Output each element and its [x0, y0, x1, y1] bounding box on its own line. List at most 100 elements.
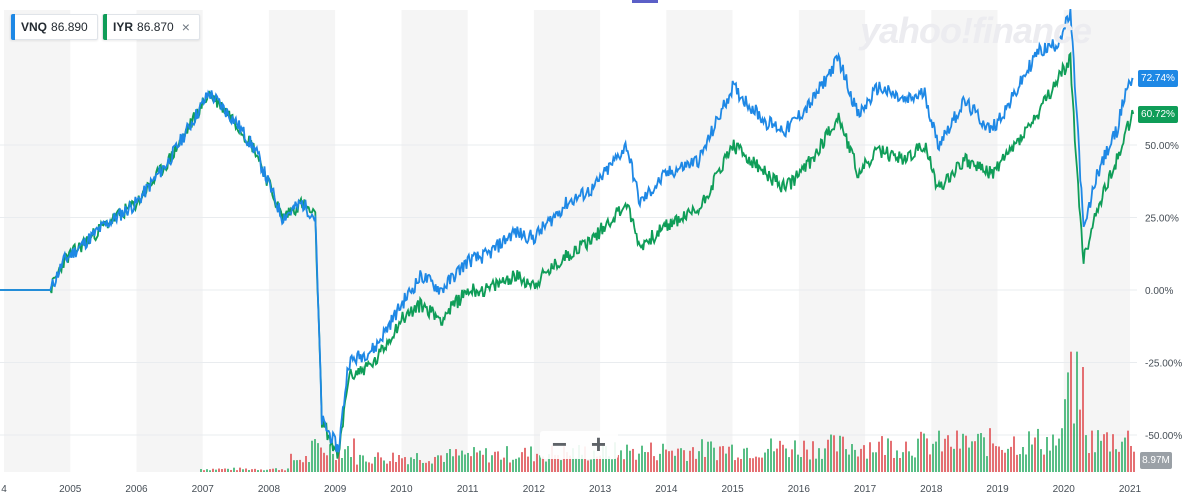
x-tick-label: 2020 — [1053, 484, 1076, 495]
volume-bar — [968, 447, 970, 472]
volume-bar — [500, 459, 502, 472]
volume-bar — [719, 446, 721, 472]
volume-bar — [623, 459, 625, 472]
volume-bar — [860, 448, 862, 472]
volume-bar — [494, 451, 496, 472]
volume-bar — [1109, 451, 1111, 472]
yahoo-finance-watermark: yahoo!finance — [860, 10, 1092, 51]
volume-bar — [284, 470, 286, 472]
x-tick-label: 2008 — [258, 484, 281, 495]
volume-bar — [335, 460, 337, 472]
range-marker — [632, 0, 658, 3]
volume-bar — [1037, 428, 1039, 472]
iyr-swatch — [103, 14, 107, 40]
volume-bar — [1028, 431, 1030, 472]
volume-bar — [383, 460, 385, 472]
volume-bar — [248, 469, 250, 472]
volume-bar — [1067, 372, 1069, 472]
legend-vnq-value: 86.890 — [51, 20, 88, 34]
volume-bar — [332, 453, 334, 472]
volume-bar — [200, 469, 202, 472]
volume-bar — [545, 461, 547, 472]
volume-bar — [407, 464, 409, 472]
volume-bar — [827, 439, 829, 472]
volume-bar — [230, 469, 232, 472]
volume-bar — [647, 452, 649, 472]
legend-vnq[interactable]: VNQ 86.890 — [10, 14, 98, 40]
volume-bar — [530, 446, 532, 472]
x-tick-label: 2012 — [523, 484, 546, 495]
remove-iyr-close-icon[interactable]: × — [181, 19, 190, 35]
volume-bar — [1061, 428, 1063, 472]
volume-bar — [233, 467, 235, 472]
volume-bar — [434, 456, 436, 472]
volume-bar — [428, 461, 430, 472]
volume-bar — [788, 457, 790, 472]
volume-bar — [470, 456, 472, 472]
volume-bar — [680, 448, 682, 472]
volume-bar — [1010, 446, 1012, 472]
volume-bar — [254, 468, 256, 472]
zoom-out-button[interactable]: − — [551, 429, 568, 459]
volume-bar — [212, 468, 214, 472]
volume-bar — [272, 468, 274, 472]
volume-bar — [584, 446, 586, 472]
volume-bar — [1076, 351, 1078, 472]
y-tick-label: 0.00% — [1145, 286, 1173, 297]
volume-bar — [380, 457, 382, 472]
volume-bar — [818, 448, 820, 472]
volume-bar — [905, 441, 907, 472]
volume-last-tag: 8.97M — [1140, 452, 1172, 469]
volume-bar — [329, 444, 331, 472]
y-tick-label: -25.00% — [1145, 359, 1182, 370]
volume-bar — [923, 433, 925, 472]
volume-bar — [944, 438, 946, 472]
volume-bar — [464, 454, 466, 472]
volume-bar — [314, 439, 316, 472]
volume-bar — [989, 428, 991, 472]
year-band — [136, 10, 203, 472]
volume-bar — [317, 443, 319, 472]
volume-bar — [833, 435, 835, 472]
volume-bar — [203, 470, 205, 472]
volume-bar — [920, 431, 922, 472]
volume-bar — [626, 444, 628, 472]
volume-bar — [257, 470, 259, 472]
year-band — [401, 10, 468, 472]
volume-bar — [776, 448, 778, 472]
volume-bar — [953, 448, 955, 472]
volume-bar — [527, 456, 529, 472]
volume-bar — [236, 470, 238, 472]
volume-bar — [1031, 444, 1033, 472]
legend-iyr-value: 86.870 — [137, 20, 174, 34]
volume-bar — [743, 448, 745, 472]
volume-bar — [752, 458, 754, 472]
volume-bar — [425, 462, 427, 472]
y-tick-label: -50.00% — [1145, 431, 1182, 442]
volume-bar — [281, 469, 283, 472]
volume-bar — [854, 449, 856, 472]
year-band — [666, 10, 733, 472]
volume-bar — [971, 441, 973, 472]
volume-bar — [239, 467, 241, 472]
volume-bar — [398, 455, 400, 472]
volume-bar — [404, 457, 406, 472]
iyr-last-value-tag: 60.72% — [1138, 106, 1178, 123]
volume-bar — [386, 463, 388, 472]
volume-bar — [800, 457, 802, 472]
volume-bar — [887, 438, 889, 472]
zoom-in-button[interactable]: + — [590, 429, 607, 459]
year-bands — [4, 10, 1130, 472]
volume-bar — [266, 469, 268, 472]
legend-iyr[interactable]: IYR 86.870 × — [102, 14, 200, 40]
volume-bar — [599, 455, 601, 472]
volume-bar — [344, 449, 346, 472]
volume-bar — [1034, 437, 1036, 472]
volume-bar — [638, 453, 640, 472]
volume-bar — [221, 469, 223, 472]
volume-bar — [659, 453, 661, 472]
volume-bar — [413, 459, 415, 472]
volume-bar — [509, 462, 511, 472]
volume-bar — [1085, 435, 1087, 472]
volume-bar — [467, 452, 469, 472]
